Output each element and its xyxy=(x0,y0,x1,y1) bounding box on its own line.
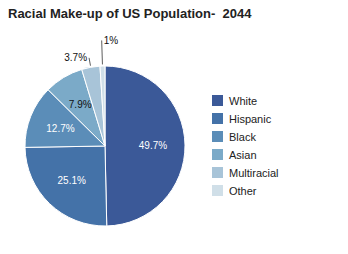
data-label: 25.1% xyxy=(58,175,86,186)
leader-line xyxy=(101,40,103,64)
legend-label: Multiracial xyxy=(229,167,279,179)
data-label: 1% xyxy=(104,35,119,46)
background xyxy=(0,0,348,254)
legend-swatch xyxy=(212,95,223,106)
data-label: 7.9% xyxy=(69,99,92,110)
leader-line xyxy=(89,58,90,66)
chart: Racial Make-up of US Population- 2044 49.… xyxy=(0,0,348,254)
legend-label: Hispanic xyxy=(229,113,272,125)
data-label: 49.7% xyxy=(139,140,167,151)
slice xyxy=(105,66,185,226)
data-label: 12.7% xyxy=(46,123,74,134)
legend-label: Black xyxy=(229,131,256,143)
legend-label: Other xyxy=(229,185,257,197)
legend-swatch xyxy=(212,185,223,196)
legend-swatch xyxy=(212,149,223,160)
title: Racial Make-up of US Population- 2044 xyxy=(8,6,252,21)
slice xyxy=(25,146,107,226)
legend-swatch xyxy=(212,113,223,124)
slices xyxy=(25,66,185,226)
data-labels: 49.7% 25.1% 12.7% 7.9% 3.7% 1% xyxy=(46,35,167,186)
legend-label: White xyxy=(229,95,257,107)
legend-label: Asian xyxy=(229,149,257,161)
legend-swatch xyxy=(212,167,223,178)
slice xyxy=(100,66,105,146)
data-label: 3.7% xyxy=(64,52,87,63)
legend-swatch xyxy=(212,131,223,142)
legend: White Hispanic Black Asian Multiracial Other xyxy=(212,95,279,197)
